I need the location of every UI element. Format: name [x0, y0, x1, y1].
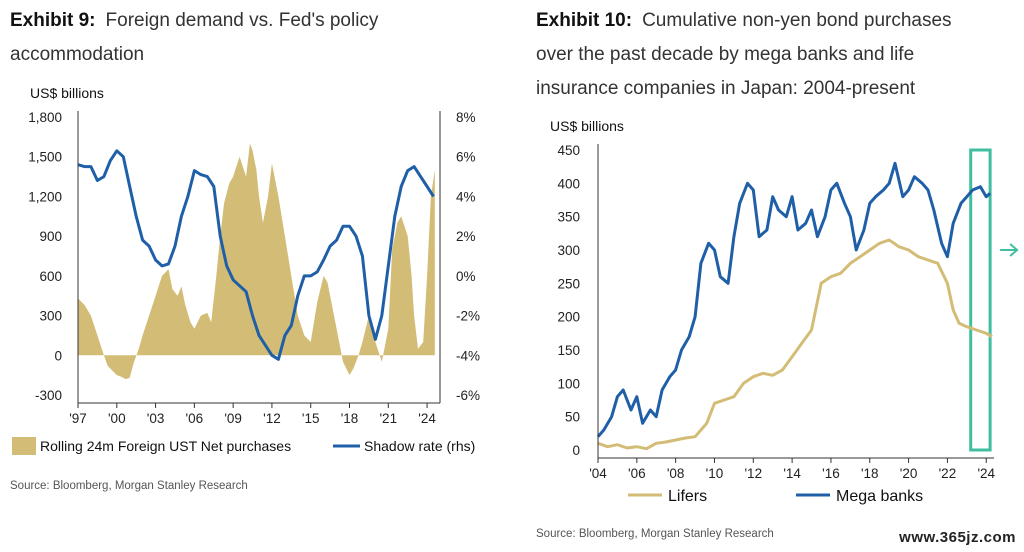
x-tick-label: '22 — [939, 466, 957, 481]
y-axis-label: US$ billions — [550, 118, 624, 134]
y-axis-label: US$ billions — [30, 85, 104, 101]
x-tick-label: '10 — [706, 466, 724, 481]
exhibit-9-title-line1: Foreign demand vs. Fed's policy — [105, 10, 379, 31]
x-tick-label: '03 — [147, 411, 165, 426]
legend-label-purchases: Rolling 24m Foreign UST Net purchases — [40, 438, 291, 454]
exhibit-9-panel: Exhibit 9: Foreign demand vs. Fed's polic… — [10, 4, 500, 492]
x-tick-label: '08 — [667, 466, 685, 481]
y-tick-label: 200 — [557, 310, 580, 325]
y-tick-label: 600 — [39, 269, 62, 284]
exhibit-9-chart: US$ billions 1,800 1,500 1,200 900 600 300 0 -30… — [12, 85, 480, 455]
y2-tick-label: 8% — [456, 110, 476, 125]
x-tick-label: '04 — [589, 466, 607, 481]
legend-label-lifers: Lifers — [668, 488, 707, 505]
y2-tick-label: 6% — [456, 150, 476, 165]
foreign-purchases-area — [78, 143, 435, 380]
y-tick-label: -300 — [35, 388, 62, 403]
y2-tick-label: -2% — [456, 309, 480, 324]
x-tick-label: '16 — [822, 466, 840, 481]
y2-tick-label: -6% — [456, 388, 480, 403]
y-tick-label: 0 — [572, 443, 580, 458]
exhibit-10-panel: Exhibit 10: Cumulative non-yen bond purch… — [512, 0, 1024, 552]
x-tick-label: '00 — [108, 411, 126, 426]
y2-tick-label: -4% — [456, 348, 480, 363]
y-tick-label: 1,500 — [28, 150, 62, 165]
exhibit-9-label: Exhibit 9: — [10, 10, 96, 31]
mega-banks-line — [596, 161, 992, 438]
y-tick-label: 300 — [39, 309, 62, 324]
x-tick-label: '12 — [263, 411, 281, 426]
legend-label-shadow-rate: Shadow rate (rhs) — [364, 438, 475, 454]
x-tick-label: '21 — [379, 411, 397, 426]
exhibit-10-title-line3: insurance companies in Japan: 2004-prese… — [536, 78, 916, 99]
shadow-rate-line — [77, 149, 435, 361]
y2-tick-label: 2% — [456, 229, 476, 244]
exhibit-10-title-line2: over the past decade by mega banks and l… — [536, 44, 915, 65]
y-tick-label: 0 — [54, 348, 62, 363]
x-tick-label: '06 — [186, 411, 204, 426]
exhibit-10-title: Exhibit 10: Cumulative non-yen bond purch… — [536, 4, 1016, 106]
x-tick-label: '09 — [224, 411, 242, 426]
y-tick-label: 50 — [565, 410, 580, 425]
exhibit-10-title-line1: Cumulative non-yen bond purchases — [642, 10, 952, 31]
x-tick-label: '97 — [69, 411, 87, 426]
highlight-arrow-icon — [1000, 243, 1019, 257]
x-tick-label: '18 — [341, 411, 359, 426]
y-tick-label: 100 — [557, 376, 580, 391]
y2-tick-label: 4% — [456, 189, 476, 204]
exhibit-10-label: Exhibit 10: — [536, 10, 633, 31]
legend-swatch-purchases — [12, 437, 36, 455]
y-tick-label: 1,200 — [28, 189, 62, 204]
x-tick-label: '20 — [900, 466, 918, 481]
x-tick-label: '24 — [418, 411, 436, 426]
watermark: www.365jz.com — [899, 529, 1016, 546]
x-tick-label: '06 — [628, 466, 646, 481]
y-tick-label: 400 — [557, 176, 580, 191]
exhibit-9-source: Source: Bloomberg, Morgan Stanley Resear… — [10, 480, 248, 492]
y-tick-label: 450 — [557, 143, 580, 158]
y2-tick-label: 0% — [456, 269, 476, 284]
exhibit-10-chart: US$ billions 450 400 350 300 250 200 150 100 50 0 '… — [550, 118, 1019, 505]
x-tick-label: '24 — [977, 466, 995, 481]
x-tick-label: '14 — [783, 466, 801, 481]
x-tick-label: '15 — [302, 411, 320, 426]
y-tick-label: 1,800 — [28, 110, 62, 125]
y-tick-label: 350 — [557, 210, 580, 225]
legend-label-mega-banks: Mega banks — [836, 488, 923, 505]
highlight-box — [969, 148, 992, 452]
lifers-line — [597, 238, 993, 451]
exhibit-10-source: Source: Bloomberg, Morgan Stanley Resear… — [536, 528, 774, 540]
exhibit-9-title-line2: accommodation — [10, 44, 145, 65]
exhibit-9-title: Exhibit 9: Foreign demand vs. Fed's polic… — [10, 4, 500, 72]
y-tick-label: 300 — [557, 243, 580, 258]
x-tick-label: '18 — [861, 466, 879, 481]
y-tick-label: 900 — [39, 229, 62, 244]
x-tick-label: '12 — [744, 466, 762, 481]
y-tick-label: 250 — [557, 276, 580, 291]
y-tick-label: 150 — [557, 343, 580, 358]
